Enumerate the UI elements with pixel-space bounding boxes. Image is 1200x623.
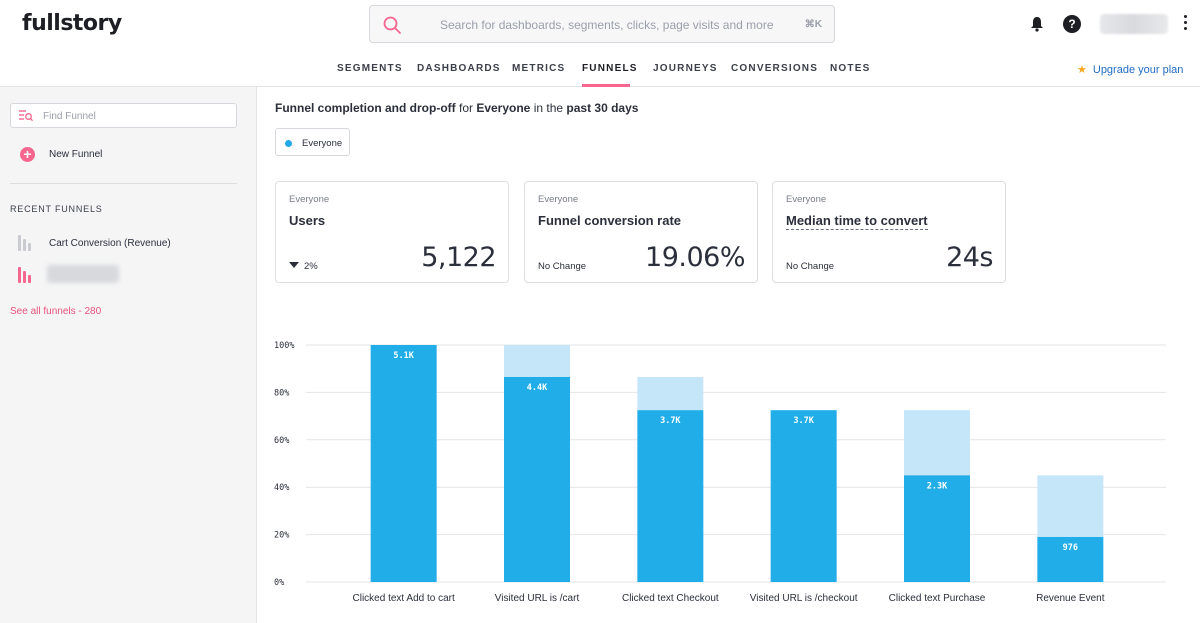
headline-timeframe[interactable]: past 30 days <box>566 101 639 115</box>
y-tick-label: 40% <box>274 483 289 493</box>
fullstory-logo[interactable]: fullstory <box>22 11 122 36</box>
card-change-value: 2% <box>304 261 318 272</box>
card-segment: Everyone <box>786 194 827 205</box>
converted-bar[interactable] <box>637 410 704 582</box>
dropoff-bar[interactable] <box>1037 475 1104 537</box>
tab-metrics[interactable]: METRICS <box>512 63 566 74</box>
card-value: 19.06% <box>645 242 745 273</box>
x-category-label: Visited URL is /cart <box>495 593 580 604</box>
tab-segments[interactable]: SEGMENTS <box>337 63 403 74</box>
card-value: 24s <box>946 242 993 273</box>
funnel-content: Funnel completion and drop-off for Every… <box>258 87 1200 623</box>
new-funnel-label: New Funnel <box>49 149 103 160</box>
funnel-bar-chart: 0% 20% 40% 60% 80% 100% 5.1K Clicked text Add t… <box>274 341 1166 604</box>
dropoff-bar[interactable] <box>637 376 704 411</box>
card-change: No Change <box>538 261 587 272</box>
plus-icon: + <box>20 147 35 162</box>
converted-bar[interactable] <box>770 410 837 582</box>
funnels-sidebar: + New Funnel RECENT FUNNELS Cart Convers… <box>0 87 257 623</box>
triangle-down-icon <box>289 262 299 268</box>
bar-value-label: 5.1K <box>393 351 414 361</box>
converted-bar[interactable] <box>904 475 970 582</box>
search-placeholder: Search for dashboards, segments, clicks,… <box>440 18 774 32</box>
users-metric-card: Everyone Users 2% 5,122 <box>275 181 509 283</box>
more-options-icon[interactable] <box>1184 15 1188 33</box>
segment-chip[interactable]: Everyone <box>275 128 350 156</box>
star-icon: ★ <box>1077 64 1087 76</box>
bell-icon[interactable] <box>1030 16 1044 32</box>
user-menu[interactable] <box>1100 14 1168 34</box>
bar-value-label: 3.7K <box>660 416 681 426</box>
x-category-label: Clicked text Purchase <box>889 593 986 604</box>
bar-value-label: 2.3K <box>927 481 948 491</box>
bar-value-label: 976 <box>1063 543 1078 553</box>
find-funnel-search[interactable] <box>10 103 237 128</box>
converted-bar[interactable] <box>504 376 570 582</box>
card-value: 5,122 <box>421 242 496 273</box>
search-icon <box>383 16 401 34</box>
redacted-funnel-name <box>47 265 119 283</box>
x-category-label: Clicked text Add to cart <box>353 593 455 604</box>
card-change: No Change <box>786 261 835 272</box>
card-title: Users <box>289 213 326 228</box>
headline-part: for <box>455 101 477 115</box>
y-tick-label: 60% <box>274 436 289 446</box>
upgrade-label: Upgrade your plan <box>1092 64 1184 76</box>
active-tab-indicator <box>582 84 630 87</box>
recent-funnels-heading: RECENT FUNNELS <box>10 204 103 214</box>
converted-bar[interactable] <box>370 345 437 582</box>
segment-color-dot <box>285 140 292 147</box>
card-change: 2% <box>289 261 318 272</box>
see-all-funnels-link[interactable]: See all funnels - 280 <box>10 306 102 317</box>
card-segment: Everyone <box>538 194 579 205</box>
x-category-label: Visited URL is /checkout <box>750 593 858 604</box>
top-bar: fullstory Search for dashboards, segment… <box>0 0 1200 50</box>
tab-conversions[interactable]: CONVERSIONS <box>731 63 819 74</box>
search-shortcut: ⌘K <box>804 19 822 30</box>
tab-funnels[interactable]: FUNNELS <box>582 63 638 74</box>
filter-search-icon <box>19 110 33 122</box>
headline-segment[interactable]: Everyone <box>476 101 531 115</box>
tab-journeys[interactable]: JOURNEYS <box>653 63 718 74</box>
headline-part: Funnel completion and drop-off <box>275 101 456 115</box>
global-search[interactable]: Search for dashboards, segments, clicks,… <box>369 5 835 43</box>
median-time-card: Everyone Median time to convert No Chang… <box>772 181 1006 283</box>
x-category-label: Revenue Event <box>1036 593 1105 604</box>
dropoff-bar[interactable] <box>504 345 570 377</box>
help-icon[interactable]: ? <box>1063 15 1081 33</box>
tab-dashboards[interactable]: DASHBOARDS <box>417 63 501 74</box>
card-title: Funnel conversion rate <box>538 213 682 228</box>
conversion-rate-card: Everyone Funnel conversion rate No Chang… <box>524 181 758 283</box>
bar-value-label: 3.7K <box>793 416 814 426</box>
bar-value-label: 4.4K <box>527 383 548 393</box>
find-funnel-input[interactable] <box>43 108 223 124</box>
segment-chip-label: Everyone <box>302 138 343 149</box>
converted-bar[interactable] <box>1037 536 1104 582</box>
funnel-headline: Funnel completion and drop-off for Every… <box>275 101 638 115</box>
upgrade-plan-link[interactable]: ★ Upgrade your plan <box>1077 63 1183 76</box>
y-tick-label: 0% <box>274 578 284 588</box>
dropoff-bar[interactable] <box>904 410 970 476</box>
sidebar-divider <box>10 183 237 184</box>
main-nav: SEGMENTS DASHBOARDS METRICS FUNNELS JOUR… <box>0 50 1200 87</box>
funnel-chart-icon <box>18 267 34 283</box>
y-tick-label: 20% <box>274 531 289 541</box>
y-tick-label: 100% <box>274 341 294 351</box>
card-title[interactable]: Median time to convert <box>786 213 928 230</box>
card-segment: Everyone <box>289 194 330 205</box>
headline-part: in the <box>530 101 567 115</box>
tab-notes[interactable]: NOTES <box>830 63 871 74</box>
recent-funnel-label: Cart Conversion (Revenue) <box>49 238 171 249</box>
x-category-label: Clicked text Checkout <box>622 593 719 604</box>
y-tick-label: 80% <box>274 388 289 398</box>
funnel-chart-icon <box>18 235 34 251</box>
